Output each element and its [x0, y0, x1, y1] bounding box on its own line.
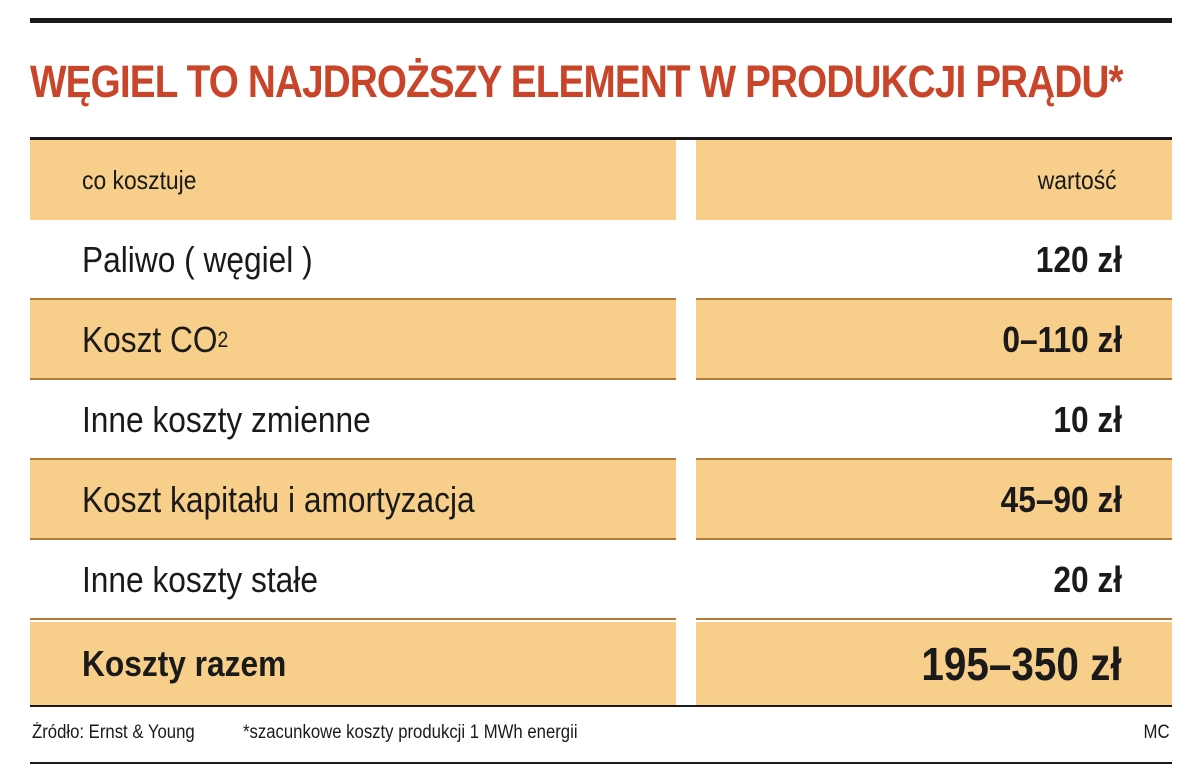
header-item: co kosztuje [82, 164, 197, 195]
table-row: Inne koszty zmienne 10 zł [30, 380, 1172, 460]
table-row: Koszt CO 2 0–110 zł [30, 300, 1172, 380]
subscript: 2 [217, 327, 229, 352]
final-rule [30, 762, 1172, 764]
author-initials: MC [1143, 722, 1170, 743]
row-value: 10 zł [1053, 399, 1122, 440]
title-rule [30, 137, 1172, 140]
row-value: 0–110 zł [1002, 319, 1122, 360]
row-value: 120 zł [1035, 239, 1122, 280]
row-value: 20 zł [1053, 559, 1122, 600]
total-item: Koszty razem [82, 642, 287, 684]
footnote: *szacunkowe koszty produkcji 1 MWh energ… [243, 722, 578, 743]
header-value: wartość [1038, 164, 1117, 195]
row-item: Koszt CO 2 [82, 319, 229, 360]
page-title: WĘGIEL TO NAJDROŻSZY ELEMENT W PRODUKCJI… [30, 56, 1124, 107]
total-value: 195–350 zł [921, 637, 1122, 690]
table-row: Paliwo ( węgiel ) 120 zł [30, 220, 1172, 300]
row-value: 45–90 zł [1000, 479, 1122, 520]
table-header-row: co kosztuje wartość [30, 140, 1172, 220]
top-rule [30, 18, 1172, 23]
table-row: Inne koszty stałe 20 zł [30, 540, 1172, 620]
bottom-rule [30, 705, 1172, 707]
row-item: Paliwo ( węgiel ) [82, 239, 313, 280]
table-total-row: Koszty razem 195–350 zł [30, 622, 1172, 705]
source-note: Źródło: Ernst & Young [32, 722, 195, 743]
row-item: Inne koszty stałe [82, 559, 318, 600]
cost-table: co kosztuje wartość Paliwo ( węgiel ) 12… [30, 140, 1172, 705]
table-row: Koszt kapitału i amortyzacja 45–90 zł [30, 460, 1172, 540]
row-item: Inne koszty zmienne [82, 399, 371, 440]
column-divider [676, 140, 696, 705]
row-item: Koszt kapitału i amortyzacja [82, 479, 475, 520]
footer: Źródło: Ernst & Young *szacunkowe koszty… [30, 722, 1172, 752]
